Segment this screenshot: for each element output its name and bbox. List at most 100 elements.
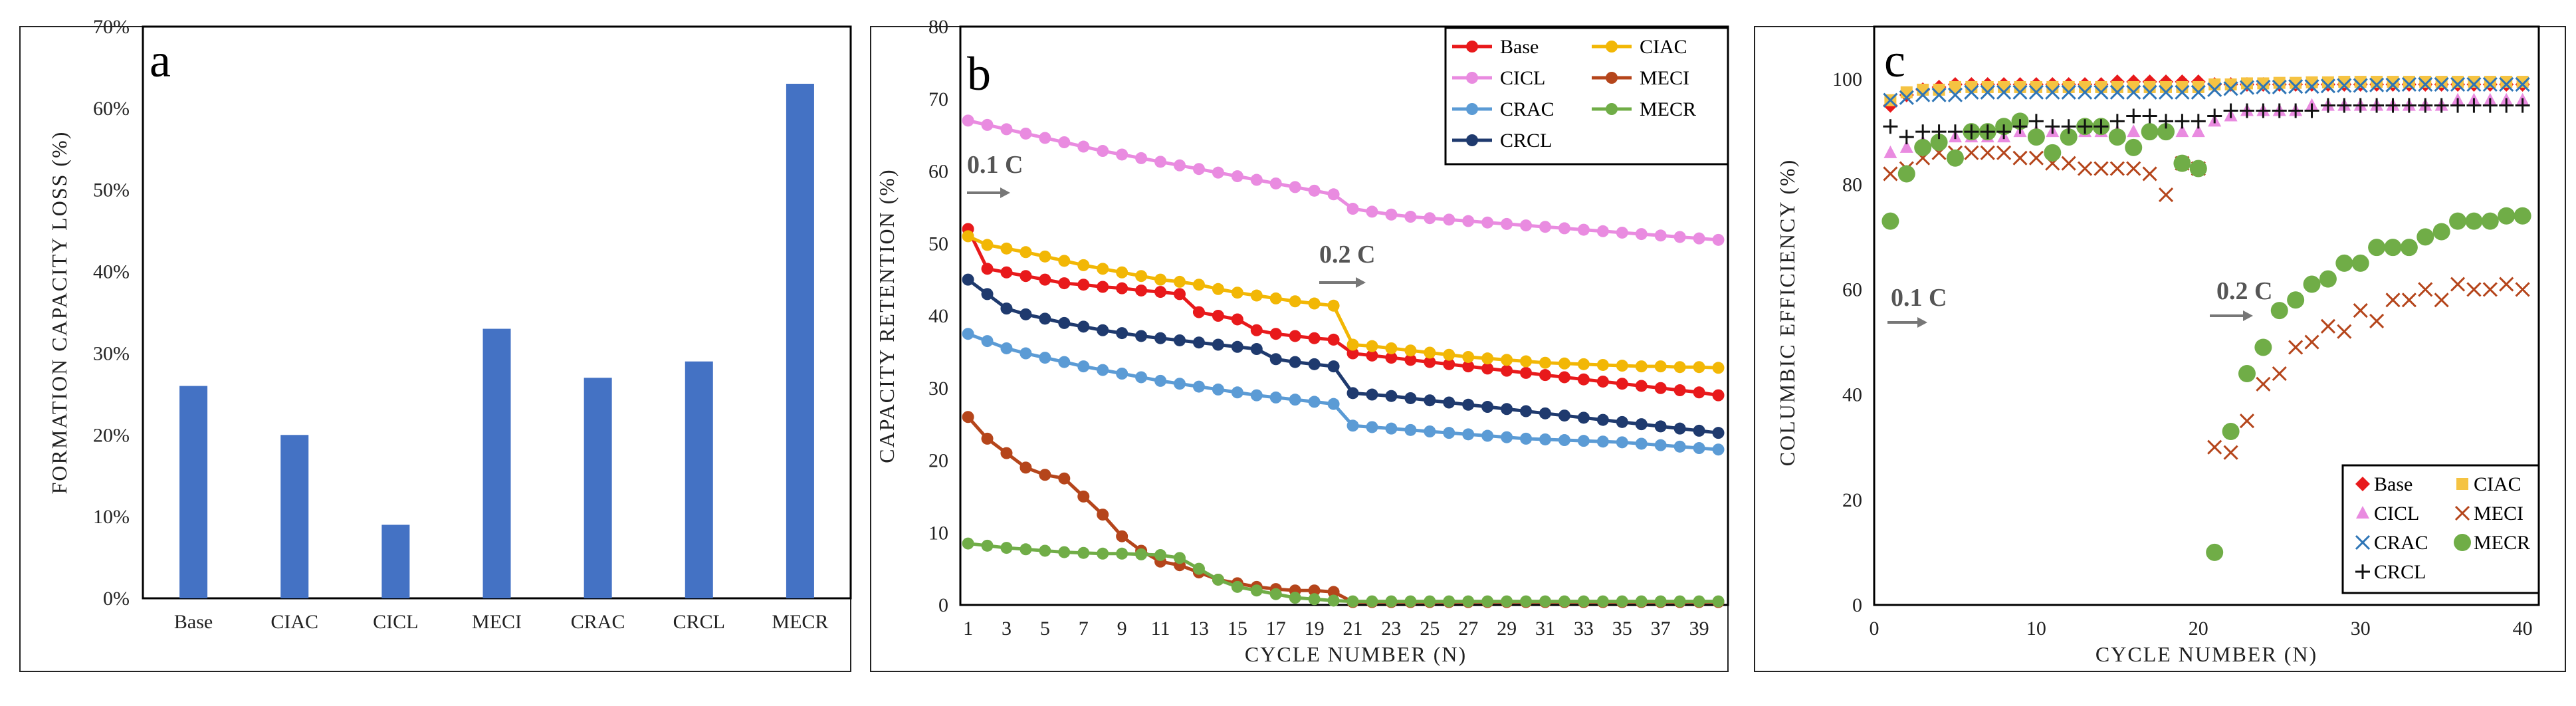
panel-b-point-ciac — [1712, 362, 1725, 374]
panel-c-point-mecr — [2514, 207, 2531, 225]
panel-c-point-crcl — [2499, 98, 2514, 113]
panel-b-point-crac — [1116, 368, 1128, 380]
panel-b-point-ciac — [1596, 358, 1609, 371]
panel-c-series-mecr — [1881, 112, 2531, 561]
panel-b-point-mecr — [1269, 588, 1282, 600]
panel-b-point-mecr — [1539, 595, 1551, 608]
panel-b-point-ciac — [1097, 263, 1109, 275]
panel-b-point-crac — [1039, 352, 1051, 364]
panel-b-series-ciac — [962, 230, 1725, 374]
panel-c-point-crcl — [2515, 98, 2530, 113]
panel-c-legend-marker-crac — [2355, 534, 2371, 550]
panel-b-point-mecr — [1366, 595, 1378, 608]
panel-b-point-base — [1058, 277, 1071, 290]
panel-b-series — [962, 114, 1725, 608]
panel-b-point-crcl — [962, 273, 974, 286]
panel-c-point-mecr — [2027, 128, 2045, 146]
panel-b-point-crcl — [1462, 398, 1475, 411]
panel-b-point-base — [1616, 378, 1628, 390]
panel-a-ylabel: FORMATION CAPACITY LOSS (%) — [47, 131, 71, 495]
panel-c-point-crcl — [2239, 103, 2254, 118]
panel-c-point-crcl — [2256, 103, 2271, 118]
panel-b-line-crcl — [967, 278, 1719, 435]
panel-b-point-mecr — [1596, 595, 1609, 608]
panel-b-xtick-label: 7 — [1079, 618, 1089, 640]
panel-c-xlabel: CYCLE NUMBER (N) — [2095, 642, 2317, 666]
panel-c-point-meci — [2028, 150, 2044, 166]
panel-b-point-crcl — [1250, 343, 1263, 356]
panel-b-point-ciac — [1443, 348, 1455, 361]
panel-c-point-crcl — [2288, 103, 2304, 118]
panel-c-point-cicl — [2175, 124, 2189, 138]
panel-c-point-meci — [2337, 324, 2352, 339]
panel-a-xtick-label: Base — [174, 611, 213, 633]
panel-b-point-crcl — [1174, 334, 1186, 346]
panel-b-point-crac — [1635, 437, 1648, 450]
panel-b-point-mecr — [1481, 595, 1494, 608]
panel-b-xtick-label: 17 — [1266, 618, 1286, 640]
panel-b-point-ciac — [1558, 357, 1570, 370]
panel-b-point-crac — [962, 328, 974, 340]
panel-b-point-ciac — [1520, 355, 1533, 368]
panel-b-point-meci — [1077, 490, 1090, 503]
panel-c-point-mecr — [2351, 254, 2369, 272]
panel-b-point-ciac — [1192, 279, 1205, 291]
panel-c-point-ciac — [2484, 76, 2496, 88]
panel-c-point-crcl — [1931, 124, 1947, 140]
panel-b-point-crac — [1020, 347, 1032, 360]
panel-b-point-mecr — [1097, 547, 1109, 560]
panel-c-series-meci — [1883, 145, 2530, 460]
panel-c-point-crcl — [2142, 108, 2157, 124]
panel-c-point-cicl — [1883, 145, 1897, 158]
panel-a-ytick-label: 30% — [93, 342, 130, 364]
panel-b-point-cicl — [1135, 152, 1148, 164]
panel-b-xlabel: CYCLE NUMBER (N) — [1245, 642, 1467, 666]
panel-c-point-crcl — [2353, 98, 2368, 113]
panel-c-point-crac — [2499, 76, 2514, 92]
panel-b-legend-marker-crcl — [1466, 134, 1478, 146]
panel-b-point-crac — [1404, 423, 1417, 436]
panel-a-frame — [19, 26, 851, 672]
panel-b-point-cicl — [1346, 203, 1359, 215]
panel-c-point-crac — [2385, 77, 2401, 92]
panel-c-point-mecr — [2238, 365, 2256, 382]
panel-c-point-mecr — [1914, 138, 1932, 156]
panel-c-point-ciac — [2290, 76, 2302, 89]
panel-c-point-crcl — [2466, 98, 2482, 113]
panel-b-point-mecr — [1116, 547, 1128, 560]
panel-b-point-mecr — [1308, 593, 1321, 606]
panel-c-annot-02c: 0.2 C — [2216, 277, 2272, 305]
panel-b-point-crac — [1289, 394, 1301, 406]
panel-b-point-ciac — [1039, 250, 1051, 263]
panel-b-point-mecr — [1077, 546, 1090, 559]
panel-c-point-meci — [2369, 313, 2385, 328]
panel-b-point-base — [1693, 386, 1705, 399]
panel-c-point-mecr — [2319, 270, 2337, 288]
panel-b-legend-marker-base — [1466, 41, 1478, 53]
panel-b-point-crcl — [1327, 360, 1340, 373]
panel-b-point-crac — [1366, 421, 1378, 433]
panel-b-point-crcl — [1154, 332, 1167, 344]
panel-b-point-base — [1385, 352, 1398, 364]
panel-b-point-cicl — [1231, 170, 1243, 183]
panel-c-point-meci — [2385, 293, 2401, 308]
panel-a-ytick-label: 0% — [103, 588, 130, 610]
panel-c-arrow-01c — [1887, 317, 1927, 328]
panel-b-point-base — [1462, 360, 1475, 373]
panel-b-series-base — [962, 223, 1725, 402]
panel-b-point-cicl — [1404, 211, 1417, 223]
panel-b-point-crac — [1000, 342, 1013, 354]
panel-b-point-ciac — [1154, 273, 1167, 286]
panel-b-point-ciac — [1289, 295, 1301, 308]
panel-b-point-ciac — [1116, 266, 1128, 279]
panel-c-point-crcl — [2078, 119, 2093, 134]
panel-b-point-base — [1289, 330, 1301, 342]
panel-b-point-base — [1635, 380, 1648, 392]
panel-c-point-meci — [1980, 145, 1995, 160]
panel-b-point-mecr — [1385, 595, 1398, 608]
panel-b-point-cicl — [1443, 213, 1455, 226]
panel-b-point-crcl — [1577, 412, 1590, 424]
panel-b-point-crcl — [1424, 394, 1436, 407]
panel-b-series-cicl — [962, 114, 1725, 246]
panel-b-point-meci — [1327, 586, 1340, 598]
